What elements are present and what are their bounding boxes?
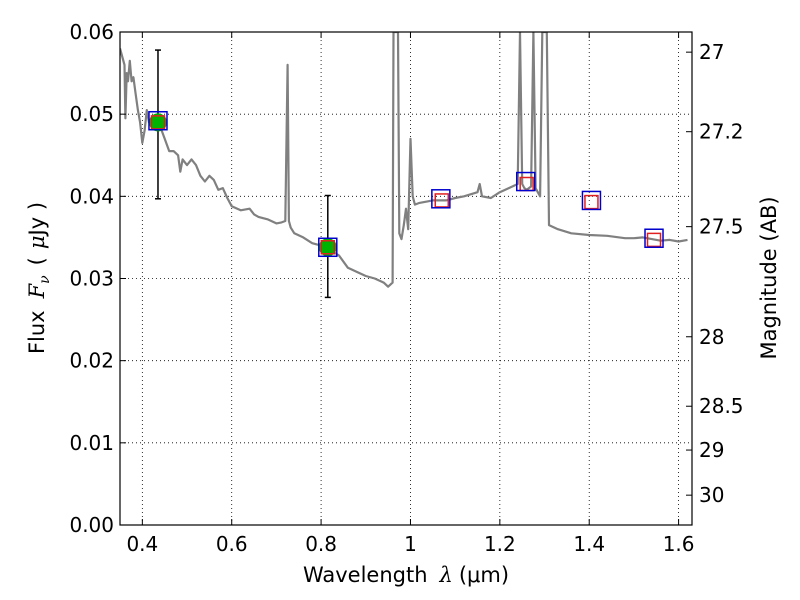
y-tick-label: 0.00: [69, 513, 114, 537]
x-tick-label: 1: [404, 532, 417, 556]
y-axis-title-paren: (: [25, 257, 49, 265]
x-tick-label: 1.2: [484, 532, 516, 556]
y-axis-title-subscript: ν: [37, 275, 53, 284]
y2-tick-label: 27.2: [699, 120, 744, 144]
x-axis-title-text: Wavelength: [303, 563, 428, 587]
x-tick-label: 1.6: [663, 532, 695, 556]
y-tick-label: 0.06: [69, 20, 114, 44]
model-point-blue: [644, 228, 664, 248]
spectrum-line: [120, 32, 688, 288]
x-tick-label: 1.4: [573, 532, 605, 556]
x-tick-label: 0.4: [126, 532, 158, 556]
y-tick-label: 0.03: [69, 267, 114, 291]
model-point-blue: [581, 190, 602, 211]
y2-tick-label: 30: [699, 483, 724, 507]
y-tick-label: 0.04: [69, 184, 114, 208]
plot-area: [120, 32, 688, 288]
y-axis-title-mu: μ: [25, 235, 49, 249]
y-axis-title-unit: Jy ): [25, 202, 49, 238]
y-axis-title-text: Flux: [25, 310, 49, 354]
x-tick-label: 0.8: [305, 532, 337, 556]
y2-tick-label: 27.5: [699, 215, 744, 239]
model-point-blue: [431, 189, 451, 209]
markers: [148, 49, 664, 299]
y-tick-label: 0.02: [69, 349, 114, 373]
model-point-red: [150, 115, 166, 130]
y2-axis-title: Magnitude (AB): [757, 196, 781, 359]
y-tick-label: 0.01: [69, 431, 114, 455]
y2-tick-label: 29: [699, 438, 724, 462]
model-point-red: [320, 240, 336, 255]
model-point-red: [584, 194, 599, 210]
model-point-blue: [516, 171, 536, 192]
x-axis-title-symbol: λ: [439, 563, 453, 587]
y-axis-title-symbol: F: [25, 282, 49, 299]
axis-ticks: 0.4 0.6 0.8 1 1.2 1.4 1.6 0.00 0.01 0.02 0.03 0.04 0…: [69, 20, 743, 556]
x-tick-label: 0.6: [216, 532, 248, 556]
model-point-blue: [318, 237, 338, 258]
x-axis-title-unit: (μm): [459, 563, 509, 587]
model-point-blue: [148, 110, 168, 131]
model-point-red: [646, 232, 662, 248]
model-point-red: [434, 193, 449, 208]
y2-tick-label: 27: [699, 40, 724, 64]
x-axis-title: Wavelength λ (μm): [303, 563, 509, 587]
y2-tick-label: 28: [699, 325, 724, 349]
y2-tick-label: 28.5: [699, 394, 744, 418]
y-tick-label: 0.05: [69, 102, 114, 126]
y-axis-title: Flux Fν ( μJy ): [25, 202, 53, 354]
